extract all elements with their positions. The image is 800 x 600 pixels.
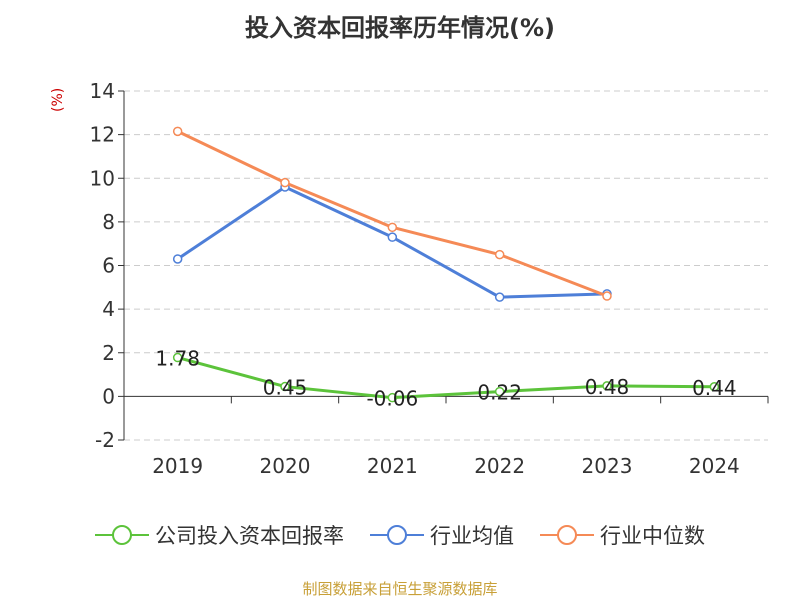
- line-chart: -2 0 2 4 6 8 10 12 14 2019 2020 2021 2022 2023 2024 1.7…: [90, 79, 769, 478]
- data-point: [172, 126, 183, 137]
- data-point: [602, 291, 612, 301]
- data-label: 0.44: [692, 376, 737, 400]
- y-tick-label: 10: [90, 166, 115, 190]
- data-label: 0.45: [263, 376, 308, 400]
- data-point: [172, 352, 183, 363]
- data-source: 制图数据来自恒生聚源数据库: [302, 580, 498, 598]
- data-point: [494, 386, 505, 397]
- legend-label-industry-median: 行业中位数: [600, 524, 705, 548]
- y-tick-label: 14: [90, 79, 115, 103]
- legend-item-company[interactable]: 公司投入资本回报率: [95, 520, 344, 550]
- x-tick-label: 2022: [474, 454, 525, 478]
- legend: 公司投入资本回报率 行业均值 行业中位数: [0, 520, 800, 550]
- data-point: [387, 392, 398, 403]
- data-label: -0.06: [366, 387, 418, 411]
- legend-item-industry-mean[interactable]: 行业均值: [370, 520, 514, 550]
- series-line-2: [177, 129, 608, 298]
- legend-symbol-company: [95, 524, 149, 546]
- data-point: [602, 381, 612, 391]
- y-tick-label: 6: [102, 254, 115, 278]
- legend-symbol-industry-mean: [370, 524, 424, 546]
- data-point: [280, 177, 290, 188]
- series-line-0: [177, 356, 715, 400]
- legend-item-industry-median[interactable]: 行业中位数: [540, 520, 705, 550]
- data-point: [387, 222, 398, 233]
- y-tick-label: -2: [95, 428, 115, 452]
- data-point: [387, 232, 398, 242]
- data-label: 1.78: [155, 347, 200, 371]
- y-tick-label: 2: [102, 341, 115, 365]
- series-line-1: [176, 185, 608, 299]
- x-tick-label: 2021: [367, 454, 418, 478]
- data-point: [494, 249, 505, 260]
- data-label: 0.22: [477, 381, 522, 405]
- x-tick-label: 2023: [582, 454, 633, 478]
- legend-label-industry-mean: 行业均值: [430, 524, 514, 548]
- data-point: [280, 381, 290, 392]
- chart-title: 投入资本回报率历年情况(%): [245, 14, 555, 42]
- data-point: [494, 292, 505, 302]
- x-tick-label: 2020: [260, 454, 311, 478]
- x-tick-label: 2019: [152, 454, 203, 478]
- legend-label-company: 公司投入资本回报率: [155, 524, 344, 548]
- y-tick-label: 8: [102, 210, 115, 234]
- data-label: 0.48: [585, 375, 630, 399]
- data-point: [172, 254, 183, 264]
- x-tick-label: 2024: [689, 454, 740, 478]
- y-tick-label: 4: [102, 297, 115, 321]
- y-tick-label: 0: [102, 384, 115, 408]
- y-tick-label: 12: [90, 123, 115, 147]
- data-point: [709, 382, 720, 392]
- legend-symbol-industry-median: [540, 524, 594, 546]
